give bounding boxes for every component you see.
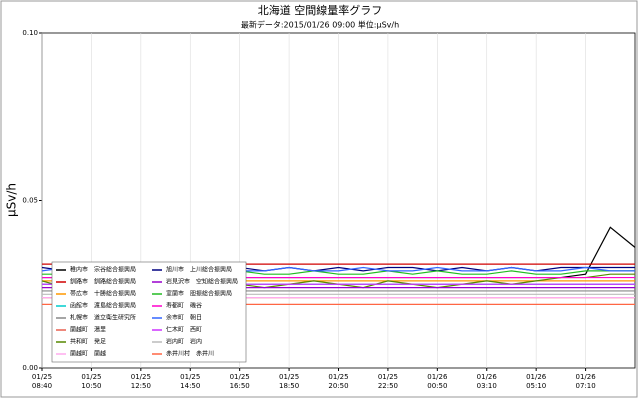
x-tick-label: 10:50 — [81, 382, 101, 390]
legend-label: 余市町 朝日 — [166, 314, 202, 322]
legend-label: 室蘭市 胆振総合振興局 — [166, 290, 232, 298]
x-tick-label: 16:50 — [230, 382, 250, 390]
x-tick-label: 01/25 — [131, 373, 151, 381]
legend-box — [51, 261, 247, 363]
x-tick-label: 01/25 — [328, 373, 348, 381]
x-tick-label: 22:50 — [378, 382, 398, 390]
x-tick-label: 12:50 — [131, 382, 151, 390]
x-tick-label: 01/26 — [526, 373, 547, 381]
y-tick-label: 0.10 — [22, 29, 38, 37]
y-tick-label: 0.00 — [22, 364, 38, 372]
legend-label: 蘭越町 蘭越 — [70, 350, 106, 358]
x-tick-label: 00:50 — [427, 382, 447, 390]
legend-label: 帯広市 十勝総合振興局 — [70, 290, 136, 298]
legend-label: 蘭越町 湯里 — [70, 326, 106, 334]
x-tick-label: 01/26 — [427, 373, 448, 381]
x-tick-label: 01/25 — [180, 373, 200, 381]
x-tick-label: 01/25 — [81, 373, 101, 381]
x-tick-label: 01/25 — [378, 373, 398, 381]
legend-label: 釧路市 釧路総合振興局 — [70, 278, 136, 286]
chart-title: 北海道 空間線量率グラフ — [258, 3, 383, 17]
x-tick-label: 03:10 — [477, 382, 497, 390]
legend-label: 札幌市 道立衛生研究所 — [70, 314, 136, 322]
legend-label: 岩内町 岩内 — [166, 338, 202, 346]
legend-label: 仁木町 西町 — [166, 326, 202, 334]
chart-subtitle: 最新データ:2015/01/26 09:00 単位:μSv/h — [241, 20, 399, 30]
legend-label: 旭川市 上川総合振興局 — [166, 266, 232, 274]
x-tick-label: 08:40 — [32, 382, 52, 390]
x-tick-label: 05:10 — [526, 382, 546, 390]
legend-label: 共和町 発足 — [70, 338, 106, 346]
legend-label: 岩見沢市 空知総合振興局 — [166, 278, 238, 286]
y-tick-label: 0.05 — [22, 197, 38, 205]
x-tick-label: 01/25 — [32, 373, 52, 381]
x-tick-label: 01/26 — [575, 373, 596, 381]
x-tick-label: 01/26 — [477, 373, 498, 381]
legend-label: 赤井川村 赤井川 — [166, 350, 214, 358]
legend-label: 稚内市 宗谷総合振興局 — [70, 266, 136, 274]
x-tick-label: 20:50 — [328, 382, 348, 390]
x-tick-label: 01/25 — [230, 373, 250, 381]
y-axis-label: μSv/h — [5, 183, 19, 217]
x-tick-label: 01/25 — [279, 373, 299, 381]
x-tick-label: 14:50 — [180, 382, 200, 390]
x-tick-label: 07:10 — [575, 382, 595, 390]
legend-label: 寿都町 磯谷 — [166, 302, 202, 310]
x-tick-label: 18:50 — [279, 382, 299, 390]
legend-label: 函館市 渡島総合振興局 — [70, 302, 136, 310]
